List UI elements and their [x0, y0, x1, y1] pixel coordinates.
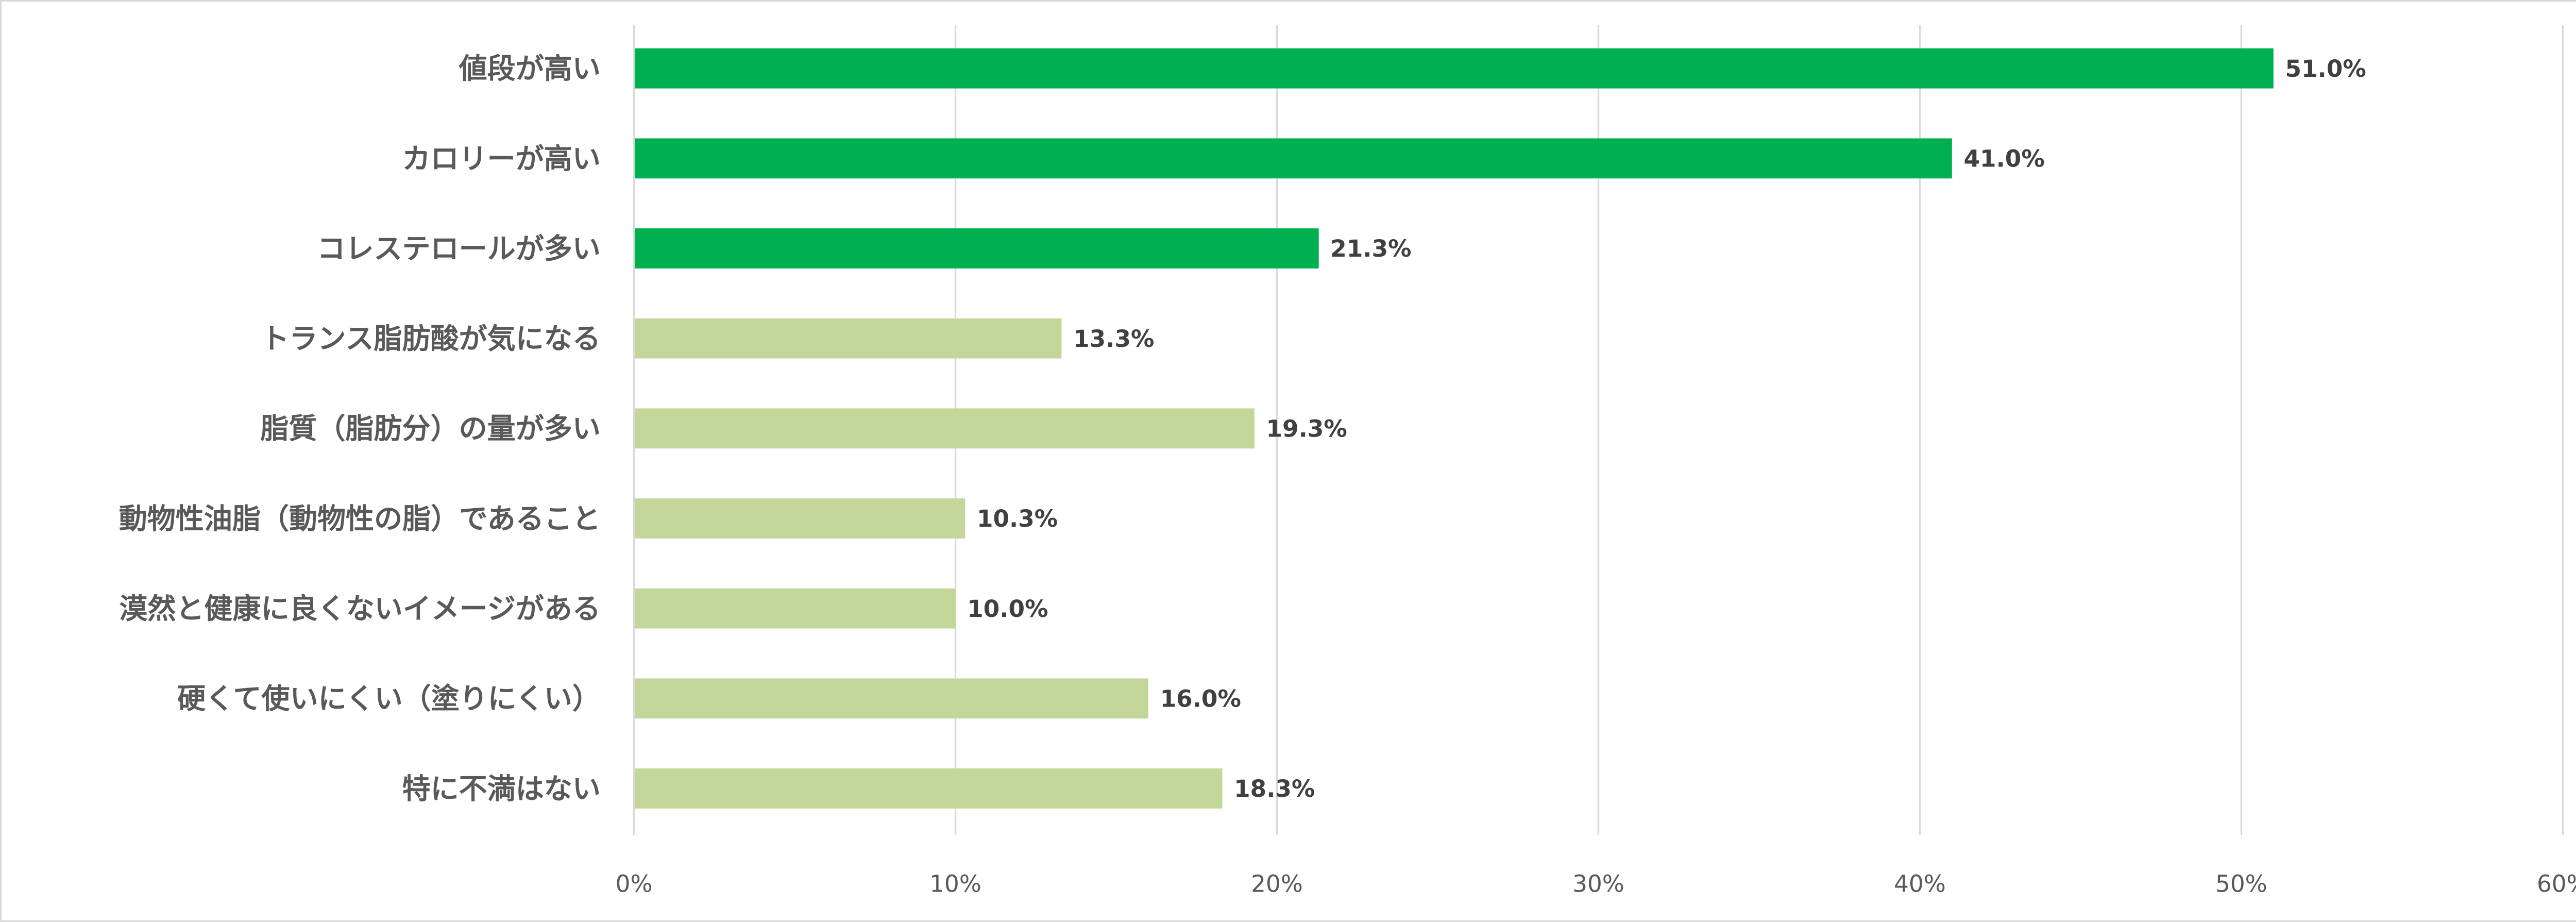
data-label: 13.3%: [1073, 325, 1154, 353]
category-label: カロリーが高い: [402, 142, 601, 175]
x-tick-label: 50%: [2215, 870, 2267, 898]
data-label: 41.0%: [1963, 145, 2044, 173]
category-label: 動物性油脂（動物性の脂）であること: [119, 502, 601, 535]
category-label: 特に不満はない: [402, 772, 601, 805]
category-label: 漠然と健康に良くないイメージがある: [119, 592, 601, 625]
x-tick-label: 20%: [1251, 870, 1303, 898]
bar: [634, 48, 2274, 89]
bar: [634, 768, 1223, 809]
bar: [634, 408, 1255, 449]
bar: [634, 498, 965, 539]
data-label: 19.3%: [1266, 415, 1347, 443]
category-label: 値段が高い: [459, 52, 601, 85]
category-label: コレステロールが多い: [317, 232, 600, 265]
category-label: 硬くて使いにくい（塗りにくい）: [177, 682, 601, 715]
x-tick-label: 60%: [2537, 870, 2576, 898]
category-label: トランス脂肪酸が気になる: [261, 322, 600, 355]
x-tick-label: 0%: [616, 870, 653, 898]
x-tick-label: 10%: [929, 870, 981, 898]
data-label: 10.0%: [967, 595, 1048, 623]
x-tick-label: 40%: [1894, 870, 1946, 898]
x-tick-label: 30%: [1572, 870, 1624, 898]
data-label: 10.3%: [977, 505, 1058, 532]
bar: [634, 318, 1062, 359]
bar: [634, 138, 1952, 179]
data-label: 21.3%: [1330, 235, 1411, 262]
data-label: 51.0%: [2285, 55, 2366, 82]
data-label: 16.0%: [1160, 685, 1241, 712]
data-label: 18.3%: [1234, 775, 1315, 802]
bar: [634, 588, 956, 629]
bar: [634, 678, 1148, 719]
category-label: 脂質（脂肪分）の量が多い: [260, 412, 601, 445]
bar: [634, 228, 1319, 269]
